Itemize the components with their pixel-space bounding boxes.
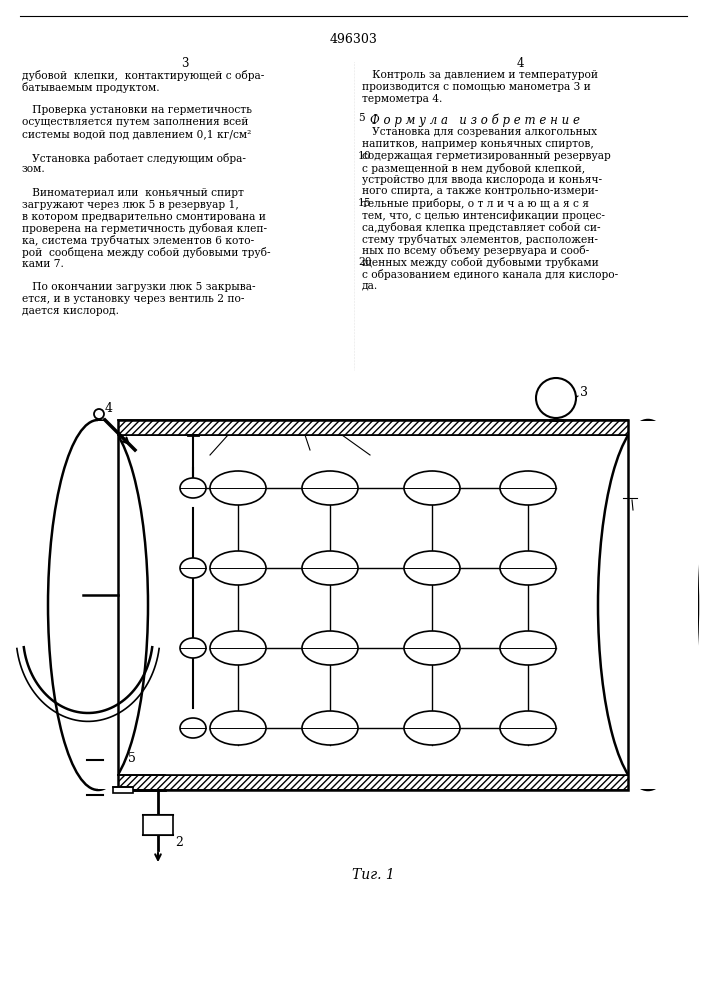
- Ellipse shape: [500, 471, 556, 505]
- Ellipse shape: [302, 471, 358, 505]
- Bar: [143, 815, 173, 835]
- Text: ками 7.: ками 7.: [22, 259, 64, 269]
- Text: да.: да.: [362, 281, 378, 291]
- Text: содержащая герметизированный резервуар: содержащая герметизированный резервуар: [362, 151, 611, 161]
- Text: производится с помощью манометра 3 и: производится с помощью манометра 3 и: [362, 82, 591, 92]
- Ellipse shape: [180, 478, 206, 498]
- Ellipse shape: [302, 631, 358, 665]
- Text: с размещенной в нем дубовой клепкой,: с размещенной в нем дубовой клепкой,: [362, 163, 585, 174]
- Text: 5: 5: [358, 113, 365, 123]
- Text: ка, система трубчатых элементов 6 кото-: ка, система трубчатых элементов 6 кото-: [22, 235, 255, 246]
- Ellipse shape: [404, 471, 460, 505]
- Ellipse shape: [180, 718, 206, 738]
- Ellipse shape: [210, 471, 266, 505]
- Text: термометра 4.: термометра 4.: [362, 94, 443, 104]
- Bar: [118, 420, 628, 435]
- Ellipse shape: [500, 551, 556, 585]
- Text: 4: 4: [105, 401, 113, 414]
- Bar: [120, 436, 626, 774]
- Text: осуществляется путем заполнения всей: осуществляется путем заполнения всей: [22, 117, 248, 127]
- Ellipse shape: [180, 558, 206, 578]
- Text: напитков, например коньячных спиртов,: напитков, например коньячных спиртов,: [362, 139, 594, 149]
- Text: дубовой  клепки,  контактирующей с обра-: дубовой клепки, контактирующей с обра-: [22, 70, 264, 81]
- Bar: [118, 420, 628, 790]
- Text: ных по всему объему резервуара и сооб-: ных по всему объему резервуара и сооб-: [362, 245, 589, 256]
- Text: 4: 4: [516, 57, 524, 70]
- Ellipse shape: [404, 711, 460, 745]
- Text: 3: 3: [181, 57, 189, 70]
- Bar: [628, 421, 698, 789]
- Text: 3: 3: [580, 386, 588, 399]
- Text: батываемым продуктом.: батываемым продуктом.: [22, 82, 160, 93]
- Text: в котором предварительно смонтирована и: в котором предварительно смонтирована и: [22, 212, 266, 222]
- Ellipse shape: [210, 711, 266, 745]
- Text: системы водой под давлением 0,1 кг/см²: системы водой под давлением 0,1 кг/см²: [22, 129, 252, 139]
- Text: тем, что, с целью интенсификации процес-: тем, что, с целью интенсификации процес-: [362, 210, 605, 221]
- Text: ется, и в установку через вентиль 2 по-: ется, и в установку через вентиль 2 по-: [22, 294, 245, 304]
- Text: 20: 20: [358, 257, 372, 267]
- Text: щенных между собой дубовыми трубками: щенных между собой дубовыми трубками: [362, 257, 599, 268]
- Ellipse shape: [48, 420, 148, 790]
- Text: Ф о р м у л а   и з о б р е т е н и е: Ф о р м у л а и з о б р е т е н и е: [370, 113, 580, 127]
- Text: Установка для созревания алкогольных: Установка для созревания алкогольных: [362, 127, 597, 137]
- Circle shape: [536, 378, 576, 418]
- Text: 1: 1: [638, 491, 646, 504]
- Ellipse shape: [210, 631, 266, 665]
- Text: 2: 2: [175, 836, 183, 848]
- Bar: [113, 787, 133, 793]
- Text: 15: 15: [358, 198, 372, 208]
- Text: По окончании загрузки люк 5 закрыва-: По окончании загрузки люк 5 закрыва-: [22, 282, 256, 292]
- Text: устройство для ввода кислорода и коньяч-: устройство для ввода кислорода и коньяч-: [362, 175, 602, 185]
- Ellipse shape: [180, 638, 206, 658]
- Ellipse shape: [598, 420, 698, 790]
- Text: ного спирта, а также контрольно-измери-: ного спирта, а также контрольно-измери-: [362, 186, 598, 196]
- Text: 5: 5: [128, 752, 136, 764]
- Ellipse shape: [302, 711, 358, 745]
- Ellipse shape: [404, 631, 460, 665]
- Text: Установка работает следующим обра-: Установка работает следующим обра-: [22, 153, 246, 164]
- Text: с образованием единого канала для кислоро-: с образованием единого канала для кислор…: [362, 269, 618, 280]
- Text: 6: 6: [301, 426, 309, 438]
- Text: рой  сообщена между собой дубовыми труб-: рой сообщена между собой дубовыми труб-: [22, 247, 271, 258]
- Circle shape: [94, 409, 104, 419]
- Text: дается кислород.: дается кислород.: [22, 306, 119, 316]
- Text: 7: 7: [338, 426, 346, 438]
- Text: са,дубовая клепка представляет собой си-: са,дубовая клепка представляет собой си-: [362, 222, 601, 233]
- Text: загружают через люк 5 в резервуар 1,: загружают через люк 5 в резервуар 1,: [22, 200, 239, 210]
- Text: Проверка установки на герметичность: Проверка установки на герметичность: [22, 105, 252, 115]
- Bar: [98, 421, 118, 789]
- Text: Контроль за давлением и температурой: Контроль за давлением и температурой: [362, 70, 598, 80]
- Text: 8: 8: [224, 426, 232, 438]
- Ellipse shape: [404, 551, 460, 585]
- Text: проверена на герметичность дубовая клеп-: проверена на герметичность дубовая клеп-: [22, 223, 267, 234]
- Ellipse shape: [500, 631, 556, 665]
- Text: зом.: зом.: [22, 164, 46, 174]
- Bar: [118, 775, 628, 790]
- Text: Виноматериал или  коньячный спирт: Виноматериал или коньячный спирт: [22, 188, 244, 198]
- Ellipse shape: [302, 551, 358, 585]
- Ellipse shape: [210, 551, 266, 585]
- Text: тельные приборы, о т л и ч а ю щ а я с я: тельные приборы, о т л и ч а ю щ а я с я: [362, 198, 589, 209]
- Bar: [118, 420, 628, 790]
- Text: стему трубчатых элементов, расположен-: стему трубчатых элементов, расположен-: [362, 234, 598, 245]
- Text: Τиг. 1: Τиг. 1: [351, 868, 395, 882]
- Text: 496303: 496303: [330, 33, 378, 46]
- Text: 10: 10: [358, 151, 372, 161]
- Ellipse shape: [500, 711, 556, 745]
